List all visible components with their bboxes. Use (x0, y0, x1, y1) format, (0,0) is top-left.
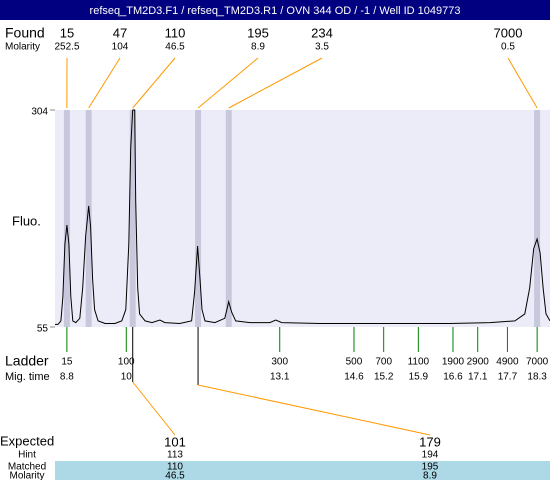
ladder-time: 18.3 (527, 372, 547, 383)
ladder-time: 13.1 (270, 372, 290, 383)
y-tick-label: 55 (37, 324, 49, 335)
ladder-time: 10 (121, 372, 133, 383)
ladder-time: 15.2 (374, 372, 394, 383)
ladder-size: 1100 (408, 357, 430, 368)
found-band (195, 110, 202, 327)
found-size: 234 (311, 25, 333, 40)
found-size: 15 (60, 25, 74, 40)
found-size: 195 (247, 25, 269, 40)
ladder-time: 17.7 (498, 372, 518, 383)
found-band (63, 110, 70, 327)
found-label: Found (5, 25, 45, 41)
ladder-size: 2900 (467, 357, 490, 368)
matched-highlight (55, 461, 550, 480)
ladder-time: 17.1 (468, 372, 488, 383)
matched-connector (197, 384, 431, 436)
found-connector (228, 57, 323, 109)
found-molarity: 8.9 (251, 42, 265, 53)
found-connector (197, 57, 259, 109)
trace (55, 109, 550, 325)
ladder-size: 500 (346, 357, 363, 368)
found-band (85, 110, 92, 327)
molarity-label: Molarity (5, 42, 40, 53)
found-size: 110 (165, 25, 186, 40)
found-molarity: 46.5 (165, 42, 185, 53)
expected-value: 179 (419, 434, 441, 449)
ladder-size: 15 (61, 357, 73, 368)
found-connector (88, 57, 121, 109)
molarity-row-label: Molarity (9, 471, 44, 480)
ladder-size: 300 (271, 357, 288, 368)
ladder-size: 100 (118, 357, 135, 368)
found-band (225, 110, 232, 327)
ladder-time: 8.8 (60, 372, 74, 383)
matched-value: 195 (422, 462, 439, 473)
hint-value: 113 (167, 450, 183, 461)
matched-label: Matched (8, 462, 46, 473)
found-molarity: 3.5 (315, 42, 329, 53)
found-size: 7000 (494, 25, 523, 40)
ladder-time: 15.9 (409, 372, 429, 383)
title: refseq_TM2D3.F1 / refseq_TM2D3.R1 / OVN … (90, 5, 461, 17)
hint-label: Hint (18, 450, 36, 461)
ladder-label: Ladder (5, 353, 49, 369)
title-bar (0, 0, 550, 20)
found-molarity: 104 (112, 42, 129, 53)
found-connector (132, 57, 176, 109)
ladder-time: 16.6 (443, 372, 463, 383)
y-tick-label: 304 (31, 107, 48, 118)
matched-value: 110 (167, 462, 183, 473)
ladder-size: 700 (375, 357, 392, 368)
found-molarity: 252.5 (54, 42, 79, 53)
mig-time-label: Mig. time (5, 371, 50, 383)
matched-molarity: 46.5 (165, 471, 185, 480)
found-band (534, 110, 541, 327)
found-band (129, 110, 136, 327)
matched-molarity: 8.9 (423, 471, 437, 480)
ladder-time: 14.6 (344, 372, 364, 383)
expected-label: Expected (0, 433, 54, 448)
ladder-size: 1900 (442, 357, 465, 368)
found-connector (507, 57, 538, 109)
expected-value: 101 (164, 434, 186, 449)
y-axis-label: Fluo. (12, 213, 41, 228)
matched-connector (132, 381, 176, 436)
hint-value: 194 (422, 450, 439, 461)
found-size: 47 (113, 25, 127, 40)
ladder-size: 4900 (496, 357, 519, 368)
found-molarity: 0.5 (501, 42, 515, 53)
ladder-size: 7000 (526, 357, 549, 368)
